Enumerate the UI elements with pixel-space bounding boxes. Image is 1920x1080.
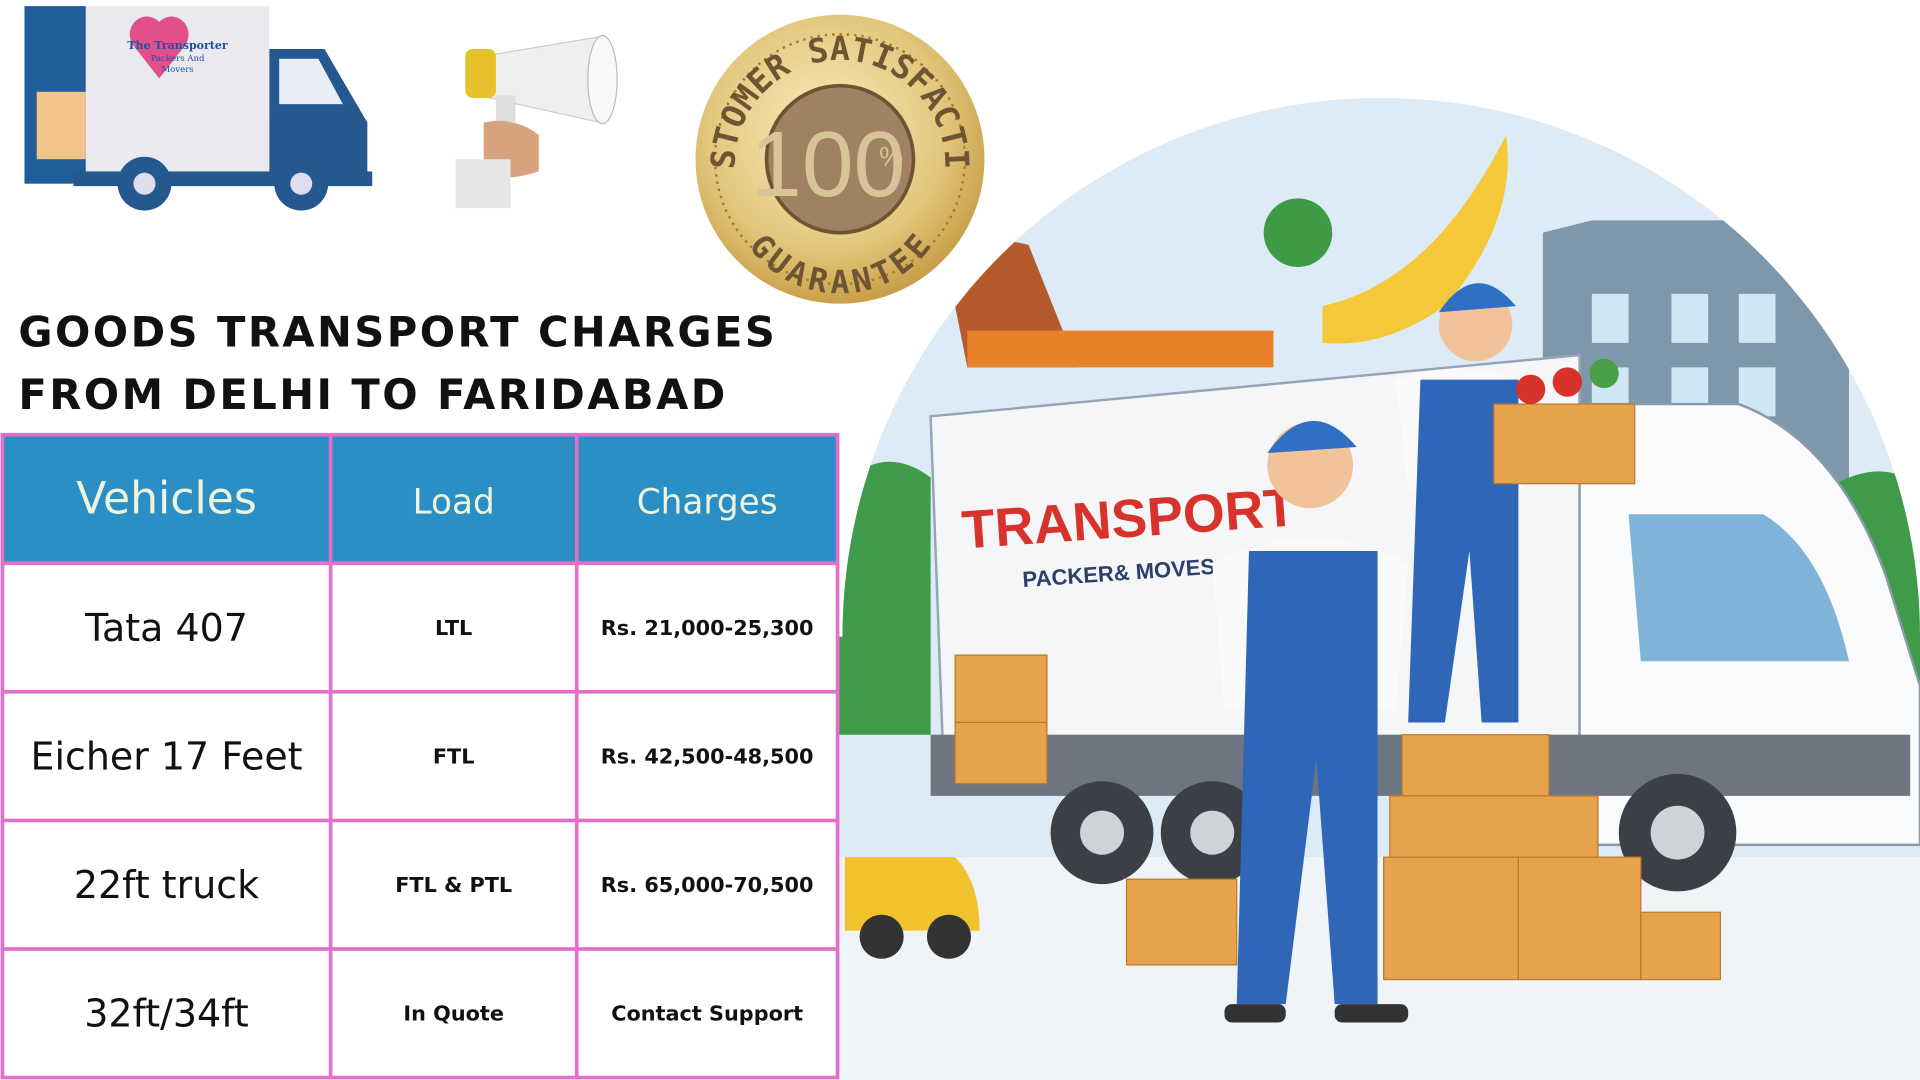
charges-cell: Rs. 65,000-70,500 <box>601 873 814 897</box>
worker <box>1212 420 1409 1023</box>
table-row-bg <box>2 948 838 1078</box>
vehicle-cell: Tata 407 <box>84 606 248 650</box>
load-cell: FTL & PTL <box>395 873 512 897</box>
column-header: Load <box>413 483 495 523</box>
badge-unit: % <box>879 141 903 171</box>
vehicle-cell: 22ft truck <box>74 863 259 907</box>
illustration: TRANSPORT PACKER& MOVES <box>837 97 1920 1080</box>
table-row-bg <box>2 691 838 821</box>
charges-cell: Rs. 21,000-25,300 <box>601 616 814 640</box>
heading-line: FROM DELHI TO FARIDABAD <box>18 370 727 419</box>
column-header: Charges <box>637 483 778 523</box>
logo-truck: The Transporter Packers And Movers <box>24 6 373 211</box>
badge-number: 100 <box>750 112 905 216</box>
table-header-bg <box>2 434 838 564</box>
table-row-bg <box>2 820 838 949</box>
logo-tagline: Packers And <box>151 54 205 64</box>
column-header: Vehicles <box>76 474 257 525</box>
vehicle-cell: Eicher 17 Feet <box>31 735 303 779</box>
load-cell: In Quote <box>403 1002 504 1026</box>
worker <box>1395 283 1636 723</box>
heading-line: GOODS TRANSPORT CHARGES <box>18 308 777 357</box>
charges-cell: Rs. 42,500-48,500 <box>601 744 814 768</box>
load-cell: LTL <box>435 616 472 640</box>
table-border <box>0 432 840 1080</box>
logo-name: The Transporter <box>127 39 228 52</box>
load-cell: FTL <box>433 744 475 768</box>
charges-cell: Contact Support <box>611 1002 803 1026</box>
table-row-bg <box>2 563 838 692</box>
logo-tagline: Movers <box>161 65 193 75</box>
vehicle-cell: 32ft/34ft <box>84 992 248 1036</box>
megaphone <box>455 34 618 209</box>
price-table: Vehicles Load Charges Tata 407 LTL Rs. 21,000… <box>0 432 840 1080</box>
